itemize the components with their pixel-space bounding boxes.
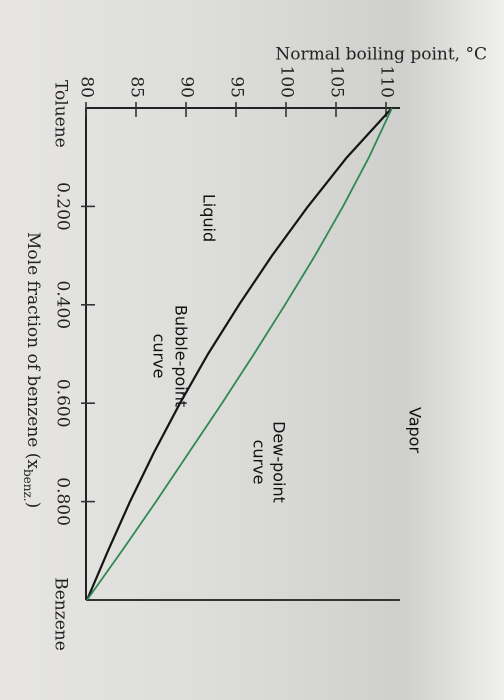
x-tick-label: 0.200 [53,182,73,231]
x-axis-title-close: ) [24,502,44,509]
y-tick-label: 100 [277,66,297,98]
x-tick-label: 0.400 [53,280,73,329]
y-tick-label: 85 [127,76,147,98]
dew-point-curve [86,107,393,601]
y-tick-label: 80 [77,76,97,98]
y-tick-label: 90 [177,76,197,98]
liquid-label: Liquid [200,194,219,242]
x-tick-label: 0.800 [53,477,73,526]
x-axis-title-subscript: benz. [22,469,36,502]
x-tick-label: 0.600 [53,379,73,428]
y-axis-title: Normal boiling point, °C [275,45,487,65]
chart-texts: Normal boiling point, °C Toluene Benzene… [22,45,488,651]
y-tick-label: 105 [327,66,347,98]
vapor-label: Vapor [406,407,425,453]
axis-ticks: 80 85 90 95 100 105 110 0.200 0.400 0.600 0.800 [53,66,397,526]
bubble-point-label-line1: Bubble-point [172,305,191,407]
bubble-point-curve [85,107,393,601]
bubble-point-label-line2: curve [150,334,169,379]
y-tick-label: 110 [377,66,397,98]
plot-frame [85,107,400,601]
dew-point-label-line2: curve [250,440,269,485]
curves [85,107,393,601]
dew-point-label-line1: Dew-point [270,421,289,503]
benzene-label: Benzene [51,577,71,651]
x-axis-title-main: Mole fraction of benzene (x [24,232,44,469]
toluene-label: Toluene [51,80,71,148]
x-axis-title: Mole fraction of benzene (xbenz.) [22,232,44,508]
y-tick-label: 95 [227,76,247,98]
